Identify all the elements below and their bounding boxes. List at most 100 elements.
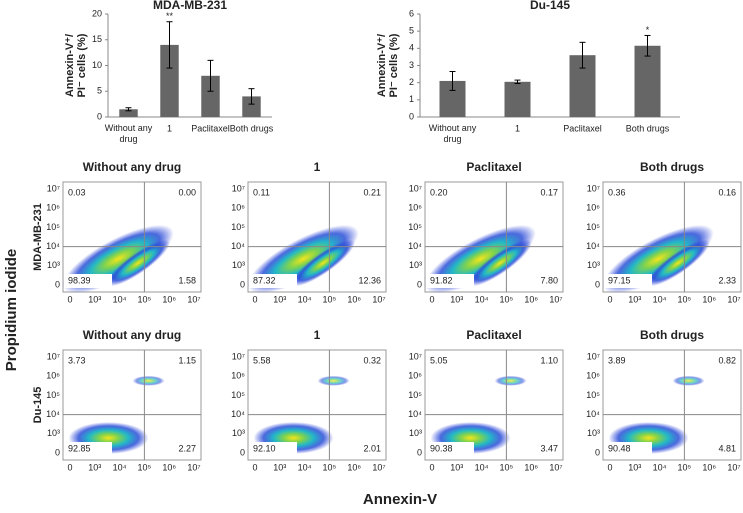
x-tick-label: 0 <box>67 462 72 472</box>
x-tick-label: 10⁵ <box>678 294 692 304</box>
label-line: Without any <box>429 123 477 133</box>
x-tick-label: 10⁶ <box>347 294 361 304</box>
x-tick-label: 10⁴ <box>113 462 127 472</box>
y-tick-label: 10⁵ <box>408 222 422 232</box>
y-tick-label: 10⁵ <box>231 390 245 400</box>
panel-title: Both drugs <box>640 328 704 342</box>
y-axis-title: Propidium iodide <box>3 249 20 372</box>
x-tick-label: 10⁵ <box>323 294 337 304</box>
x-tick-label: 10⁵ <box>138 462 152 472</box>
x-tick-label: 10⁶ <box>702 462 716 472</box>
y-tick-label: 10 <box>92 60 102 70</box>
y-tick-label: 10³ <box>409 428 422 438</box>
y-tick-label: 10⁶ <box>46 203 60 213</box>
quadrant-value: 98.39 <box>68 275 91 285</box>
quadrant-value: 5.58 <box>253 355 271 365</box>
quadrant-value: 90.48 <box>608 443 631 453</box>
quadrant-value: 90.38 <box>430 443 453 453</box>
x-tick-label: 10⁷ <box>549 462 562 472</box>
x-tick-label: Without any drug <box>105 123 153 144</box>
label-box <box>426 274 474 288</box>
y-tick-label: 10⁵ <box>408 390 422 400</box>
x-tick-label: 10³ <box>628 294 641 304</box>
x-tick-label: 10⁶ <box>162 462 176 472</box>
density-cloud <box>468 239 532 287</box>
y-tick-label: 5 <box>97 86 102 96</box>
quadrant-value: 0.36 <box>608 187 626 197</box>
y-tick-label: 10³ <box>587 428 600 438</box>
x-tick-label: 0 <box>607 294 612 304</box>
y-tick-label: 10⁷ <box>47 351 60 361</box>
x-tick-label: 10⁷ <box>372 294 385 304</box>
y-tick-label: 10⁶ <box>586 203 600 213</box>
bar <box>242 96 261 117</box>
quadrant-value: 12.36 <box>358 275 381 285</box>
x-tick-label: 10⁴ <box>475 294 489 304</box>
x-tick-label: 10⁴ <box>475 462 489 472</box>
y-tick-label: 0 <box>240 279 245 289</box>
y-tick-label: 0 <box>240 447 245 457</box>
row-label: MDA-MB-231 <box>32 203 44 271</box>
quadrant-value: 3.73 <box>68 355 86 365</box>
density-cloud <box>646 239 710 287</box>
x-tick-label: 10⁷ <box>187 462 200 472</box>
x-tick-label: 10⁴ <box>653 462 667 472</box>
panel-title: 1 <box>314 160 321 174</box>
y-tick-label: 0 <box>97 111 102 121</box>
y-axis-title: Annexin-V⁺/ <box>64 34 76 97</box>
x-tick-label: Paclitaxel <box>563 123 602 133</box>
x-tick-label: 10³ <box>88 294 101 304</box>
y-tick-label: 10⁴ <box>408 241 422 251</box>
density-cloud <box>672 375 705 386</box>
error-bar <box>248 88 255 105</box>
panel-title: Both drugs <box>640 160 704 174</box>
panel-title: Without any drug <box>83 328 182 342</box>
x-tick-label: 10⁷ <box>187 294 200 304</box>
y-axis-title: Annexin-V⁺/ <box>376 34 388 97</box>
y-tick-label: 10⁷ <box>232 183 245 193</box>
bar <box>634 45 661 118</box>
quadrant-value: 0.00 <box>178 187 196 197</box>
y-tick-label: 1 <box>409 94 414 104</box>
bar <box>119 109 138 117</box>
quadrant-value: 0.16 <box>718 187 736 197</box>
x-tick-label: 10⁵ <box>500 294 514 304</box>
x-tick-label: 10⁴ <box>653 294 667 304</box>
y-tick-label: 10⁵ <box>231 222 245 232</box>
label-box <box>604 442 652 456</box>
quadrant-value: 92.85 <box>68 443 91 453</box>
error-bar <box>125 107 132 112</box>
y-tick-label: 10⁷ <box>409 351 422 361</box>
density-cloud <box>291 239 355 287</box>
bar <box>201 75 220 117</box>
y-tick-label: 10⁷ <box>47 183 60 193</box>
y-tick-label: 0 <box>595 279 600 289</box>
x-tick-label: 10⁶ <box>524 462 538 472</box>
y-tick-label: 0 <box>417 279 422 289</box>
x-tick-label: 0 <box>429 294 434 304</box>
error-bar <box>644 34 651 57</box>
y-tick-label: 10³ <box>409 260 422 270</box>
density-cloud <box>106 239 170 287</box>
density-cloud <box>317 375 350 386</box>
y-tick-label: 10³ <box>232 428 245 438</box>
x-tick-label: 10³ <box>628 462 641 472</box>
x-tick-label: 10⁶ <box>524 294 538 304</box>
chart-title: MDA-MB-231 <box>153 0 227 12</box>
x-tick-label: 10⁵ <box>500 462 514 472</box>
quadrant-value: 3.47 <box>540 443 558 453</box>
quadrant-value: 0.82 <box>718 355 736 365</box>
y-tick-label: 10³ <box>232 260 245 270</box>
y-tick-label: 10⁷ <box>232 351 245 361</box>
y-tick-label: 10⁶ <box>46 371 60 381</box>
quadrant-value: 7.80 <box>540 275 558 285</box>
y-tick-label: 10⁴ <box>46 409 60 419</box>
y-tick-label: 15 <box>92 34 102 44</box>
quadrant-value: 0.11 <box>253 187 270 197</box>
x-tick-label: 10⁷ <box>727 462 740 472</box>
x-tick-label: 10⁶ <box>702 294 716 304</box>
quadrant-value: 2.01 <box>363 443 381 453</box>
x-tick-label: 10³ <box>273 294 286 304</box>
x-tick-label: Both drugs <box>626 123 670 133</box>
